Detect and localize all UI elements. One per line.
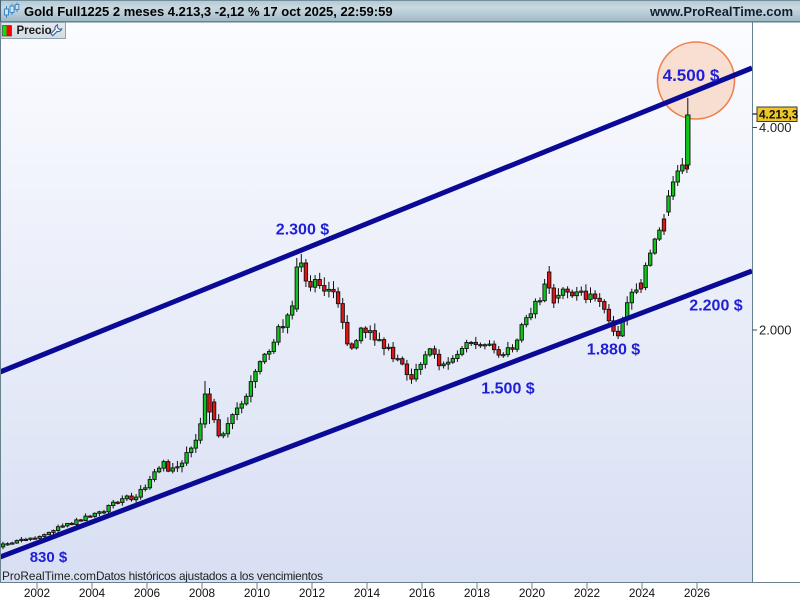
svg-text:4.000: 4.000 bbox=[759, 120, 792, 135]
svg-text:www.ProRealTime.com: www.ProRealTime.com bbox=[649, 4, 793, 19]
svg-text:2026: 2026 bbox=[684, 586, 711, 600]
svg-text:1.880 $: 1.880 $ bbox=[587, 342, 640, 359]
svg-text:2.300 $: 2.300 $ bbox=[276, 222, 329, 239]
svg-text:1.500 $: 1.500 $ bbox=[481, 381, 534, 398]
svg-text:Precio: Precio bbox=[17, 25, 52, 37]
svg-text:2012: 2012 bbox=[299, 586, 325, 600]
svg-text:Datos históricos ajustados a l: Datos históricos ajustados a los vencimi… bbox=[96, 569, 323, 583]
svg-text:Gold Full1225 2 meses 4.213,3: Gold Full1225 2 meses 4.213,3 -2,12 % 17… bbox=[24, 4, 393, 19]
svg-text:2016: 2016 bbox=[409, 586, 436, 600]
svg-text:2022: 2022 bbox=[574, 586, 600, 600]
svg-text:2002: 2002 bbox=[24, 586, 50, 600]
svg-text:2006: 2006 bbox=[134, 586, 161, 600]
svg-text:2.000: 2.000 bbox=[759, 323, 792, 338]
svg-text:2024: 2024 bbox=[629, 586, 656, 600]
svg-text:2.200 $: 2.200 $ bbox=[689, 298, 742, 315]
svg-text:830 $: 830 $ bbox=[30, 549, 68, 566]
svg-text:2010: 2010 bbox=[244, 586, 271, 600]
svg-text:2004: 2004 bbox=[79, 586, 106, 600]
svg-text:2018: 2018 bbox=[464, 586, 491, 600]
svg-text:4.500 $: 4.500 $ bbox=[663, 66, 720, 85]
svg-text:4.213,3: 4.213,3 bbox=[759, 107, 799, 121]
svg-text:ProRealTime.com: ProRealTime.com bbox=[2, 569, 96, 583]
svg-text:2008: 2008 bbox=[189, 586, 216, 600]
svg-text:2014: 2014 bbox=[354, 586, 381, 600]
svg-text:2020: 2020 bbox=[519, 586, 546, 600]
